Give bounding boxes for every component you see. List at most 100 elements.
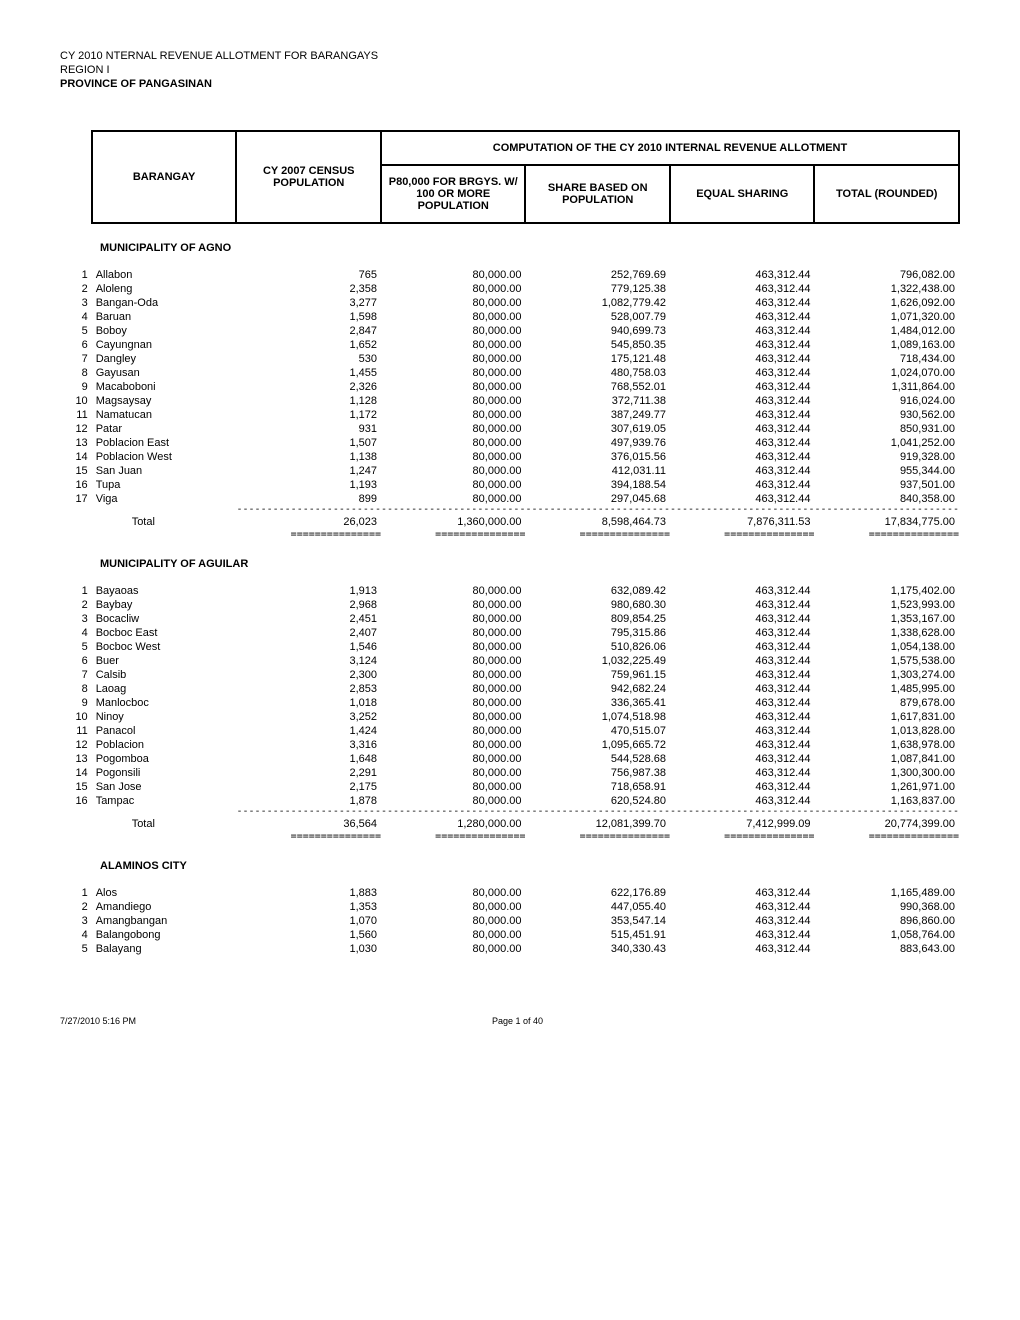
population: 3,252	[236, 710, 381, 724]
table-row: 12Patar93180,000.00307,619.05463,312.448…	[60, 422, 959, 436]
row-number: 3	[60, 612, 92, 626]
barangay-name: Aloleng	[92, 282, 237, 296]
p80000: 80,000.00	[381, 310, 526, 324]
p80000: 80,000.00	[381, 724, 526, 738]
barangay-name: Balangobong	[92, 928, 237, 942]
p80000: 80,000.00	[381, 598, 526, 612]
table-row: 1Bayaoas1,91380,000.00632,089.42463,312.…	[60, 584, 959, 598]
population: 1,560	[236, 928, 381, 942]
table-row: 2Amandiego1,35380,000.00447,055.40463,31…	[60, 900, 959, 914]
p80000: 80,000.00	[381, 900, 526, 914]
total-rounded: 1,638,978.00	[814, 738, 959, 752]
row-number: 7	[60, 352, 92, 366]
footer-timestamp: 7/27/2010 5:16 PM	[60, 1016, 136, 1026]
share-population: 376,015.56	[525, 450, 670, 464]
table-row: 9Manlocboc1,01880,000.00336,365.41463,31…	[60, 696, 959, 710]
table-row: 7Calsib2,30080,000.00759,961.15463,312.4…	[60, 668, 959, 682]
row-number: 10	[60, 710, 92, 724]
total-rounded: 896,860.00	[814, 914, 959, 928]
share-population: 1,074,518.98	[525, 710, 670, 724]
total-rounded: 1,165,489.00	[814, 886, 959, 900]
row-number: 3	[60, 296, 92, 310]
table-row: 5Boboy2,84780,000.00940,699.73463,312.44…	[60, 324, 959, 338]
header-line-1: CY 2010 NTERNAL REVENUE ALLOTMENT FOR BA…	[60, 50, 960, 62]
equal-sharing: 463,312.44	[670, 682, 815, 696]
dash-separator: ----------------------------------------…	[60, 808, 959, 816]
equal-sharing: 463,312.44	[670, 478, 815, 492]
total-rounded: 1,353,167.00	[814, 612, 959, 626]
p80000: 80,000.00	[381, 696, 526, 710]
equal-sharing: 463,312.44	[670, 942, 815, 956]
population: 1,507	[236, 436, 381, 450]
share-population: 980,680.30	[525, 598, 670, 612]
population: 1,128	[236, 394, 381, 408]
barangay-name: Viga	[92, 492, 237, 506]
row-number: 9	[60, 696, 92, 710]
municipality-row: MUNICIPALITY OF AGUILAR	[60, 540, 959, 584]
population: 2,853	[236, 682, 381, 696]
header-line-2: REGION I	[60, 64, 960, 76]
row-number: 8	[60, 682, 92, 696]
share-population: 779,125.38	[525, 282, 670, 296]
barangay-name: Ninoy	[92, 710, 237, 724]
share-population: 394,188.54	[525, 478, 670, 492]
p80000: 80,000.00	[381, 380, 526, 394]
row-number: 11	[60, 724, 92, 738]
equal-sharing: 463,312.44	[670, 780, 815, 794]
p80000: 80,000.00	[381, 282, 526, 296]
row-number: 1	[60, 268, 92, 282]
row-number: 5	[60, 324, 92, 338]
equal-sharing: 463,312.44	[670, 928, 815, 942]
table-row: 8Laoag2,85380,000.00942,682.24463,312.44…	[60, 682, 959, 696]
population: 1,424	[236, 724, 381, 738]
share-population: 620,524.80	[525, 794, 670, 808]
table-row: 3Bocacliw2,45180,000.00809,854.25463,312…	[60, 612, 959, 626]
equal-sharing: 463,312.44	[670, 408, 815, 422]
barangay-name: Alos	[92, 886, 237, 900]
equal-sharing: 463,312.44	[670, 696, 815, 710]
row-number: 14	[60, 766, 92, 780]
population: 2,968	[236, 598, 381, 612]
share-population: 759,961.15	[525, 668, 670, 682]
dash-separator: ----------------------------------------…	[60, 506, 959, 514]
col-p80: P80,000 FOR BRGYS. W/ 100 OR MORE POPULA…	[381, 165, 526, 223]
row-number: 4	[60, 928, 92, 942]
barangay-name: Pogonsili	[92, 766, 237, 780]
equal-sharing: 463,312.44	[670, 710, 815, 724]
row-number: 2	[60, 282, 92, 296]
population: 2,326	[236, 380, 381, 394]
p80000: 80,000.00	[381, 612, 526, 626]
p80000: 80,000.00	[381, 914, 526, 928]
share-population: 1,095,665.72	[525, 738, 670, 752]
col-computation: COMPUTATION OF THE CY 2010 INTERNAL REVE…	[381, 131, 959, 165]
table-row: 13Poblacion East1,50780,000.00497,939.76…	[60, 436, 959, 450]
table-row: 15San Juan1,24780,000.00412,031.11463,31…	[60, 464, 959, 478]
total-rounded: 1,484,012.00	[814, 324, 959, 338]
table-row: 5Balayang1,03080,000.00340,330.43463,312…	[60, 942, 959, 956]
share-population: 297,045.68	[525, 492, 670, 506]
table-row: 16Tupa1,19380,000.00394,188.54463,312.44…	[60, 478, 959, 492]
table-row: 2Aloleng2,35880,000.00779,125.38463,312.…	[60, 282, 959, 296]
p80000: 80,000.00	[381, 668, 526, 682]
equal-sharing: 463,312.44	[670, 668, 815, 682]
share-population: 353,547.14	[525, 914, 670, 928]
population: 2,175	[236, 780, 381, 794]
row-number: 15	[60, 780, 92, 794]
population: 1,247	[236, 464, 381, 478]
row-number: 9	[60, 380, 92, 394]
p80000: 80,000.00	[381, 268, 526, 282]
row-number: 6	[60, 654, 92, 668]
col-barangay: BARANGAY	[92, 131, 237, 223]
total-rounded: 1,575,538.00	[814, 654, 959, 668]
population: 2,291	[236, 766, 381, 780]
share-population: 528,007.79	[525, 310, 670, 324]
p80000: 80,000.00	[381, 682, 526, 696]
p80000: 80,000.00	[381, 450, 526, 464]
total-rounded: 840,358.00	[814, 492, 959, 506]
population: 899	[236, 492, 381, 506]
equal-sharing: 463,312.44	[670, 492, 815, 506]
table-row: 10Ninoy3,25280,000.001,074,518.98463,312…	[60, 710, 959, 724]
p80000: 80,000.00	[381, 752, 526, 766]
table-row: 4Bocboc East2,40780,000.00795,315.86463,…	[60, 626, 959, 640]
share-population: 497,939.76	[525, 436, 670, 450]
